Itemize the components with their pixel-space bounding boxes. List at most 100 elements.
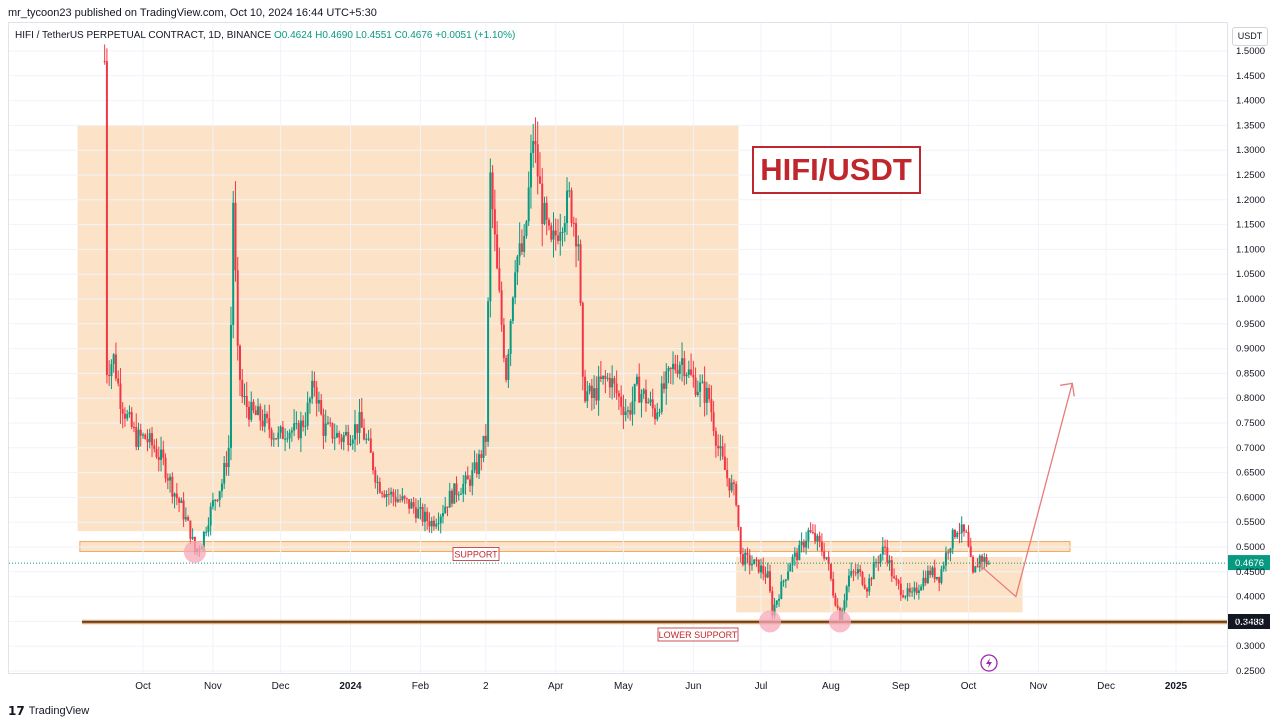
candle-body [649, 399, 652, 403]
candle-body [527, 187, 530, 222]
candle-body [123, 413, 126, 419]
candle-body [117, 378, 120, 384]
candle-body [676, 369, 679, 374]
candle-body [358, 411, 361, 433]
candle-body [374, 470, 377, 483]
candle-body [604, 375, 607, 379]
y-tick-label: 0.4000 [1236, 592, 1265, 603]
candle-body [128, 412, 131, 415]
candle-body [717, 445, 720, 449]
candle-body [644, 389, 647, 404]
candle-body [432, 520, 435, 527]
currency-button[interactable]: USDT [1232, 27, 1268, 46]
candle-body [322, 414, 325, 436]
candle-body [620, 396, 623, 407]
candle-body [976, 566, 979, 568]
x-tick-label: 2024 [339, 681, 362, 692]
candle-body [536, 144, 539, 177]
candle-body [347, 431, 350, 445]
candle-body [823, 551, 826, 559]
y-tick-label: 0.7500 [1236, 418, 1265, 429]
candle-body [254, 410, 257, 415]
y-tick-label: 0.5500 [1236, 517, 1265, 528]
candle-body [387, 494, 390, 496]
candle-body [473, 462, 476, 471]
candle-body [859, 569, 862, 573]
candle-body [135, 426, 138, 447]
candle-body [748, 554, 751, 566]
candle-body [920, 586, 923, 591]
candle-body [944, 552, 947, 566]
candle-body [856, 569, 859, 574]
y-tick-label: 0.6500 [1236, 468, 1265, 479]
candle-body [295, 423, 298, 425]
candle-body [105, 61, 108, 375]
candle-body [947, 552, 950, 554]
candle-body [308, 398, 311, 403]
tradingview-brand[interactable]: 17 TradingView [8, 704, 89, 718]
candle-body [651, 399, 654, 409]
candle-body [529, 152, 532, 188]
publish-info: mr_tycoon23 published on TradingView.com… [8, 7, 377, 19]
candle-body [390, 491, 393, 495]
y-tick-label: 0.3500 [1236, 616, 1265, 627]
candle-body [658, 411, 661, 413]
candle-body [710, 399, 713, 413]
candle-body [365, 438, 368, 440]
candle-body [911, 591, 914, 593]
candle-body [446, 506, 449, 508]
candle-body [888, 560, 891, 563]
candle-body [354, 424, 357, 440]
candle-body [173, 493, 176, 497]
candle-body [516, 256, 519, 273]
current-price-tag [1228, 555, 1270, 571]
candle-body [563, 223, 566, 232]
candle-body [344, 431, 347, 436]
candle-body [825, 557, 828, 559]
candle-body [421, 506, 424, 522]
candle-body [870, 578, 873, 580]
candle-body [281, 426, 284, 439]
candle-body [987, 563, 990, 565]
candle-body [507, 353, 510, 380]
candle-body [886, 547, 889, 563]
candle-body [845, 586, 848, 601]
candle-body [372, 452, 375, 471]
candle-body [220, 483, 223, 492]
candle-body [775, 600, 778, 605]
candle-body [146, 438, 149, 443]
candle-body [441, 513, 444, 517]
candle-body [554, 230, 557, 236]
candle-body [500, 290, 503, 325]
candle-body [660, 383, 663, 412]
candle-body [917, 590, 920, 593]
candle-body [299, 420, 302, 439]
candle-body [214, 499, 217, 501]
candle-body [191, 537, 194, 539]
candle-body [279, 426, 282, 433]
candle-body [708, 387, 711, 400]
candle-body [184, 517, 187, 520]
candle-body [225, 463, 228, 468]
candle-body [942, 565, 945, 570]
ohlc-low: L0.4551 [355, 30, 392, 41]
candle-body [534, 141, 537, 145]
candle-body [471, 470, 474, 486]
candle-body [624, 411, 627, 416]
candle-body [897, 580, 900, 584]
candle-body [703, 381, 706, 403]
y-tick-label: 1.3500 [1236, 120, 1265, 131]
candle-body [793, 552, 796, 557]
candle-body [484, 435, 487, 442]
candle-body [410, 502, 413, 509]
candle-body [250, 401, 253, 420]
candle-body [202, 531, 205, 548]
support-label-box [452, 547, 500, 561]
candle-body [832, 578, 835, 596]
candle-body [915, 587, 918, 593]
candle-body [653, 408, 656, 420]
chart-pane[interactable] [8, 22, 1228, 674]
candle-body [385, 494, 388, 498]
candle-body [326, 422, 329, 424]
